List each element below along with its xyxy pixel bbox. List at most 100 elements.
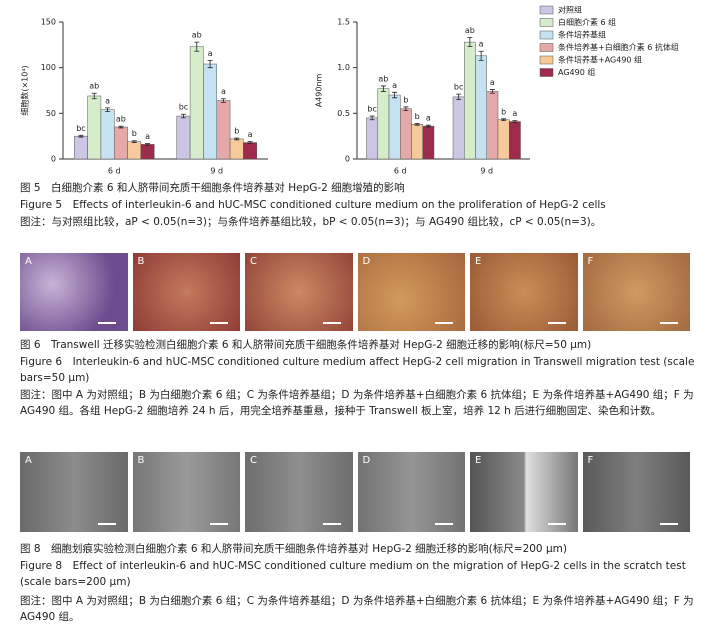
error-bar — [91, 92, 97, 100]
panel-label: D — [362, 455, 371, 466]
panel-label: D — [362, 256, 371, 267]
error-bar — [425, 124, 431, 128]
figure-title: 图 6 Transwell 迁移实验检测白细胞介素 6 和人脐带间充质干细胞条件… — [20, 339, 592, 351]
significance-label: bc — [76, 124, 85, 133]
scale-bar — [435, 322, 453, 324]
y-tick-label: 150 — [41, 18, 56, 27]
figure-title-en: Figure 5 Effects of interleukin-6 and hU… — [20, 199, 606, 211]
figure-note: 图注：图中 A 为对照组；B 为白细胞介素 6 组；C 为条件培养基组；D 为条… — [20, 389, 694, 417]
image-panel: D — [357, 253, 465, 331]
error-bar — [489, 89, 495, 94]
error-bar — [145, 143, 151, 146]
legend-label: AG490 组 — [558, 67, 595, 77]
significance-label: a — [426, 114, 431, 123]
legend-label: 条件培养基+AG490 组 — [558, 55, 642, 65]
legend-label: 条件培养基+白细胞介素 6 抗体组 — [558, 42, 679, 52]
image-panel: E — [470, 253, 578, 331]
bar — [411, 124, 423, 160]
significance-label: bc — [454, 83, 463, 92]
legend-swatch — [539, 43, 554, 52]
image-panel: B — [132, 253, 240, 331]
figure-title: 图 8 细胞划痕实验检测白细胞介素 6 和人脐带间充质干细胞条件培养基对 Hep… — [20, 543, 567, 555]
x-tick-label: 6 d — [108, 167, 121, 176]
scale-bar — [547, 322, 566, 324]
image-panel: C — [245, 253, 353, 331]
panel-label: F — [587, 256, 594, 267]
legend-swatch — [539, 18, 554, 27]
significance-label: b — [132, 129, 137, 138]
bar — [452, 96, 465, 160]
x-tick-label: 6 d — [394, 167, 407, 176]
legend-label: 条件培养基组 — [558, 30, 606, 40]
image-panel: F — [582, 253, 690, 331]
panel-label: A — [25, 256, 32, 267]
scale-bar — [322, 523, 341, 525]
bar — [216, 100, 231, 160]
figure-note: 图注：图中 A 为对照组；B 为白细胞介素 6 组；C 为条件培养基组；D 为条… — [20, 595, 694, 623]
significance-label: ab — [116, 115, 126, 124]
error-bar — [220, 98, 226, 103]
y-axis-label: 细胞数(×10⁴) — [20, 65, 30, 115]
scale-bar — [97, 523, 116, 525]
error-bar — [194, 41, 200, 52]
significance-label: a — [512, 109, 517, 118]
error-bar — [118, 125, 124, 129]
error-bar — [403, 106, 409, 111]
significance-label: b — [501, 107, 506, 116]
scale-bar — [435, 523, 453, 525]
significance-label: bc — [367, 105, 376, 114]
significance-label: a — [221, 87, 226, 96]
bar — [100, 109, 115, 160]
y-tick-label: 0 — [345, 155, 350, 164]
y-tick-label: 0.5 — [337, 109, 350, 118]
bar — [87, 95, 102, 160]
panel-label: E — [475, 455, 482, 466]
bar — [486, 91, 499, 160]
error-bar — [414, 122, 420, 126]
panel-label: E — [475, 256, 482, 267]
significance-label: a — [248, 130, 253, 139]
figure-title-en: Figure 6 Interleukin-6 and hUC-MSC condi… — [20, 356, 695, 384]
significance-label: ab — [465, 26, 475, 35]
bar — [127, 141, 142, 160]
significance-label: a — [479, 40, 484, 49]
y-tick-label: 1.5 — [337, 18, 350, 27]
y-axis-label: A490nm — [315, 73, 324, 107]
significance-label: bc — [179, 103, 188, 112]
panel-label: C — [250, 455, 257, 466]
figure-title-en: Figure 8 Effect of interleukin-6 and hUC… — [20, 560, 686, 588]
error-bar — [234, 137, 240, 141]
panel-label: A — [25, 455, 32, 466]
scale-bar — [547, 523, 566, 525]
scale-bar — [322, 322, 341, 324]
error-bar — [207, 59, 213, 69]
legend-swatch — [539, 68, 554, 77]
error-bar — [456, 93, 462, 101]
significance-label: a — [490, 78, 495, 87]
scale-bar — [97, 322, 116, 324]
significance-label: a — [105, 96, 110, 105]
bar — [475, 55, 488, 160]
scale-bar — [210, 322, 228, 324]
legend-swatch — [539, 5, 554, 15]
bar — [189, 46, 204, 160]
error-bar — [501, 118, 507, 122]
bar — [377, 88, 390, 160]
scale-bar — [660, 523, 678, 525]
y-tick-label: 50 — [46, 109, 56, 118]
image-panel: A — [20, 452, 128, 532]
panel-label: B — [137, 455, 145, 466]
bar — [243, 142, 257, 160]
panel-label: F — [587, 455, 594, 466]
error-bar — [478, 50, 484, 61]
bar — [229, 138, 244, 160]
y-tick-label: 100 — [41, 63, 56, 72]
panel-label: C — [250, 256, 257, 267]
bar — [508, 121, 521, 160]
bar — [422, 125, 435, 160]
x-tick-label: 9 d — [210, 167, 223, 176]
significance-label: a — [208, 49, 213, 58]
significance-label: ab — [192, 31, 202, 40]
